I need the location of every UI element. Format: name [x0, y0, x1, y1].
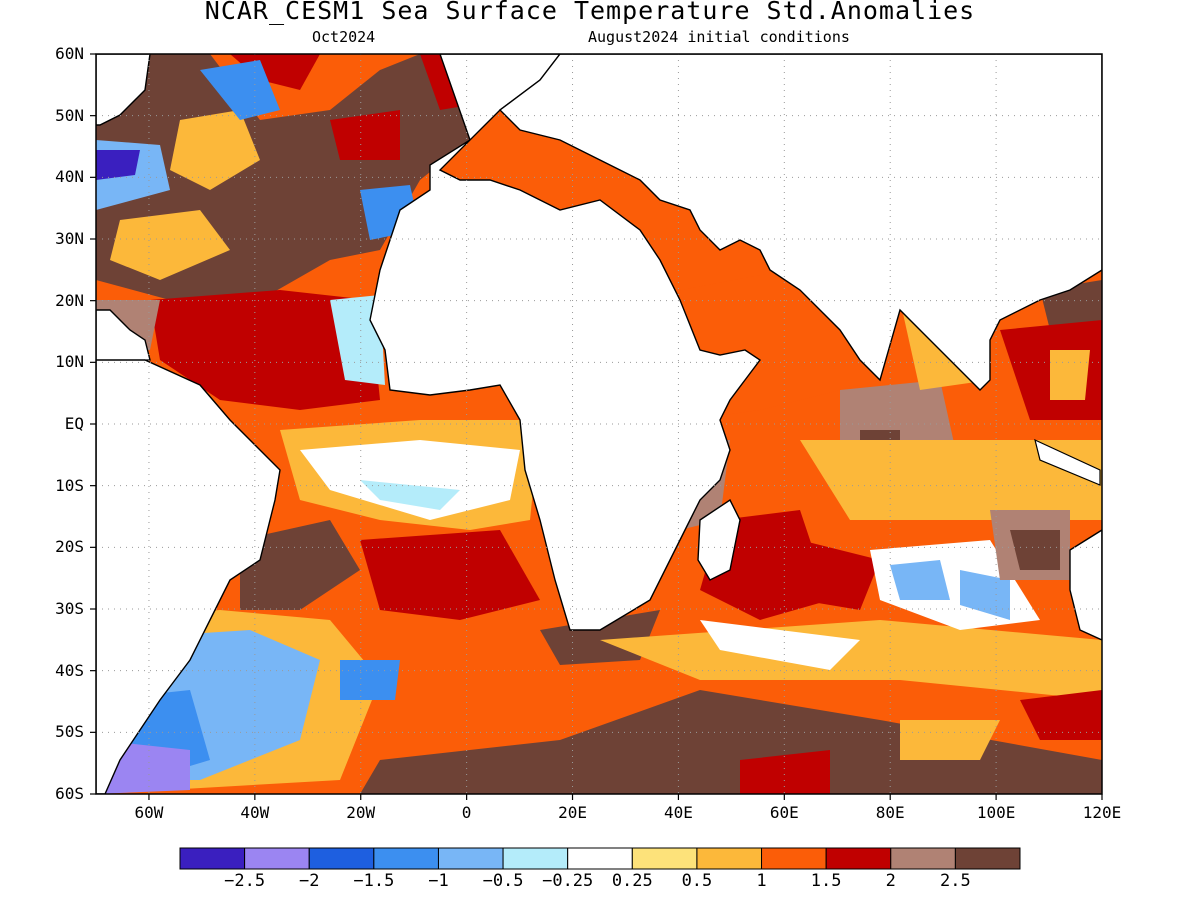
- map-title: NCAR_CESM1 Sea Surface Temperature Std.A…: [204, 0, 976, 25]
- anomaly-patch: [360, 480, 460, 510]
- colorbar-label: −0.5: [482, 871, 524, 891]
- anomaly-patch: [170, 110, 260, 190]
- longitude-label: 60W: [134, 803, 164, 822]
- colorbar-swatch: [696, 847, 763, 870]
- forecast-month: Oct2024: [312, 28, 376, 46]
- latitude-label: 50N: [55, 105, 84, 125]
- longitude-label: 20W: [346, 803, 376, 822]
- anomaly-patch: [200, 60, 280, 120]
- colorbar-swatch: [761, 847, 827, 870]
- latitude-label: 50S: [55, 722, 84, 742]
- longitude-label: 120E: [1082, 803, 1122, 822]
- axis-ticks: [90, 53, 1103, 800]
- asia-land: [498, 54, 1102, 391]
- latitude-label: 10N: [55, 352, 84, 372]
- longitude-label: 80E: [875, 803, 905, 822]
- colorbar-label: 1.5: [810, 871, 842, 891]
- colorbar: [179, 847, 1021, 870]
- colorbar-swatch: [954, 847, 1021, 870]
- colorbar-label: −2: [298, 871, 320, 891]
- colorbar-label: −0.25: [542, 871, 594, 891]
- anomaly-patch: [110, 210, 230, 280]
- colorbar-label: 0.5: [681, 871, 713, 891]
- latitude-label: 20N: [55, 290, 84, 310]
- colorbar-label: 2: [885, 871, 896, 891]
- latitude-label: 60S: [55, 784, 84, 803]
- colorbar-swatch: [502, 847, 569, 870]
- anomaly-patch: [240, 520, 360, 610]
- longitude-label: 0: [461, 803, 472, 822]
- longitude-label: 40W: [240, 803, 270, 822]
- colorbar-swatch: [244, 847, 310, 870]
- colorbar-label: 2.5: [940, 871, 971, 891]
- anomaly-patch: [1020, 690, 1102, 740]
- initial-conditions-label: August2024 initial conditions: [588, 28, 850, 46]
- colorbar-swatch: [825, 847, 892, 870]
- north-america-land: [96, 54, 151, 126]
- anomaly-patch: [340, 660, 400, 700]
- south-america-north-land: [96, 309, 151, 363]
- anomaly-patch: [96, 150, 140, 180]
- colorbar-label: −1.5: [353, 871, 395, 891]
- colorbar-swatch: [631, 847, 698, 870]
- colorbar-label: −2.5: [224, 871, 266, 891]
- latitude-label: 60N: [55, 44, 84, 63]
- anomaly-patch: [1050, 350, 1090, 400]
- latitude-label: EQ: [64, 414, 84, 433]
- colorbar-swatch: [179, 847, 246, 870]
- anomaly-patch: [1010, 530, 1060, 570]
- anomaly-patch: [150, 290, 380, 410]
- anomaly-patch: [360, 690, 1102, 794]
- anomaly-patch: [360, 530, 540, 620]
- colorbar-swatch: [373, 847, 439, 870]
- longitude-label: 60E: [769, 803, 799, 822]
- latitude-label: 30N: [55, 229, 84, 248]
- anomaly-patch: [890, 560, 950, 600]
- longitude-label: 100E: [976, 803, 1016, 822]
- anomaly-patch: [740, 750, 830, 794]
- anomaly-patch: [800, 540, 880, 610]
- madagascar-land: [697, 498, 741, 581]
- africa-europe-land: [369, 54, 762, 631]
- anomaly-patch: [300, 440, 520, 520]
- anomaly-patch: [960, 570, 1010, 620]
- colorbar-label: 0.25: [611, 871, 653, 891]
- colorbar-swatch: [437, 847, 504, 870]
- longitude-label: 40E: [663, 803, 693, 822]
- australia-land: [1069, 529, 1102, 641]
- latitude-label: 40S: [55, 660, 84, 680]
- colorbar-swatch: [308, 847, 375, 870]
- latitude-label: 20S: [55, 537, 84, 557]
- colorbar-swatch: [890, 847, 956, 870]
- latitude-label: 40N: [55, 167, 84, 187]
- colorbar-label: 1: [756, 871, 767, 891]
- longitude-label: 20E: [558, 803, 587, 822]
- south-america-land: [96, 359, 281, 794]
- land-masses: [96, 54, 1102, 794]
- latitude-label: 10S: [55, 475, 84, 495]
- colorbar-label: −1: [428, 871, 449, 891]
- anomaly-patch: [330, 110, 400, 160]
- latitude-label: 30S: [55, 599, 84, 618]
- indonesia-land: [1034, 438, 1101, 486]
- colorbar-swatch: [567, 847, 633, 870]
- anomaly-patch: [900, 720, 1000, 760]
- anomaly-patch: [800, 440, 1102, 520]
- anomaly-patch: [700, 620, 860, 670]
